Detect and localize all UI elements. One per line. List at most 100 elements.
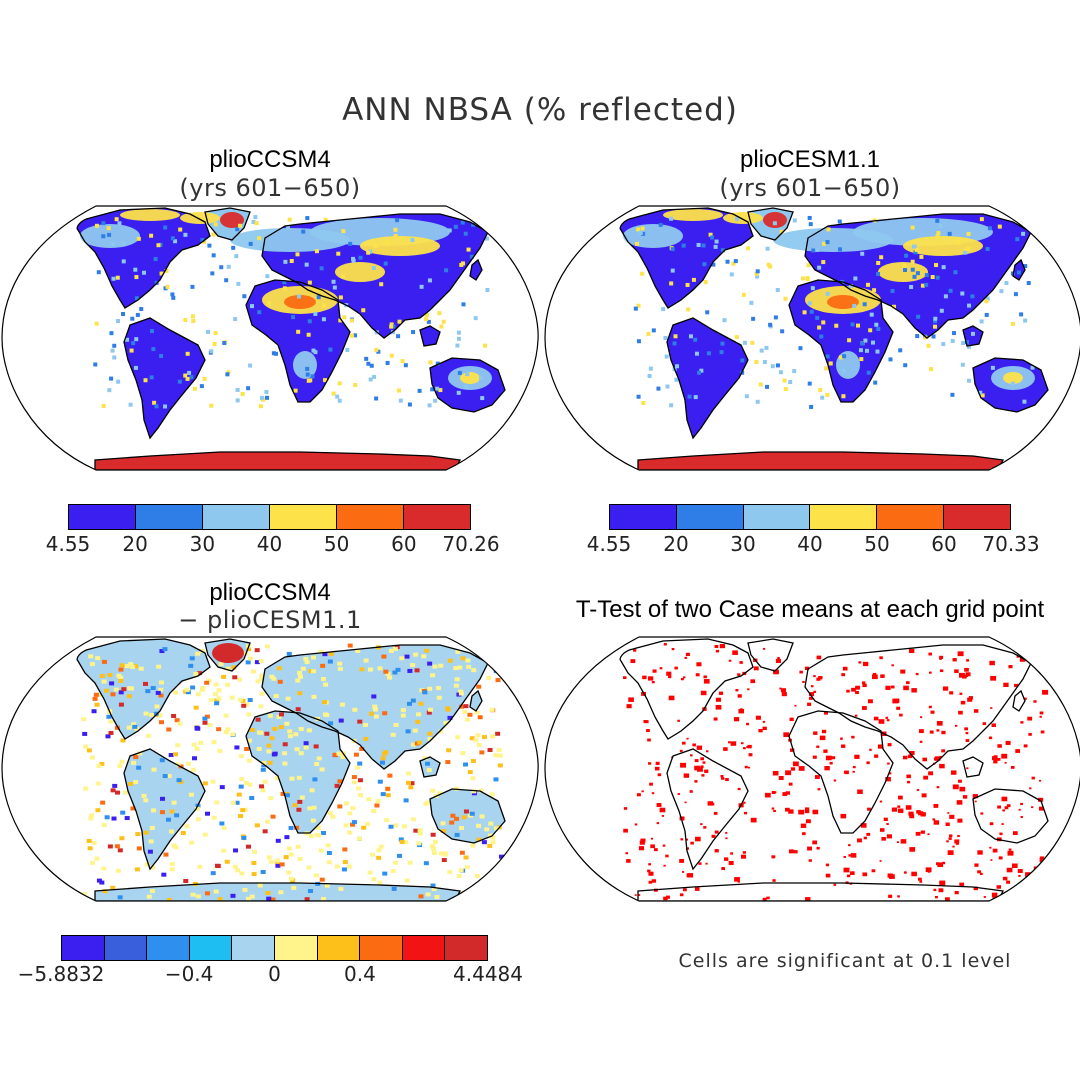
grid-cell <box>930 275 935 280</box>
grid-cell <box>94 856 100 861</box>
grid-cell <box>805 276 810 281</box>
coastline <box>962 756 984 778</box>
grid-cell <box>289 258 294 263</box>
significant-cell <box>885 685 891 690</box>
grid-cell <box>185 376 190 381</box>
significant-cell <box>649 782 653 786</box>
grid-cell <box>154 404 159 409</box>
grid-cell <box>270 814 276 819</box>
grid-cell <box>1022 399 1027 404</box>
grid-cell <box>412 728 418 733</box>
grid-cell <box>253 215 258 220</box>
grid-cell <box>108 719 114 724</box>
grid-cell <box>128 781 134 786</box>
grid-cell <box>477 715 483 720</box>
grid-cell <box>262 829 268 834</box>
grid-cell <box>788 380 793 385</box>
significant-cell <box>625 852 628 855</box>
grid-cell <box>237 223 242 228</box>
significant-cell <box>662 844 666 847</box>
grid-cell <box>396 334 401 339</box>
significant-cell <box>952 845 955 848</box>
significant-cell <box>656 803 662 807</box>
grid-cell <box>121 259 126 264</box>
panel-b-map <box>544 205 1080 471</box>
grid-cell <box>326 850 332 855</box>
colorbar-swatch <box>402 936 446 960</box>
grid-cell <box>479 376 484 381</box>
grid-cell <box>890 288 895 293</box>
significant-cell <box>819 735 826 741</box>
coastline <box>804 213 1032 339</box>
grid-cell <box>248 241 253 246</box>
grid-cell <box>417 831 423 836</box>
significant-cell <box>900 839 907 844</box>
significant-cell <box>1040 730 1045 734</box>
grid-cell <box>309 788 315 793</box>
significant-cell <box>841 744 846 748</box>
significant-cell <box>764 792 771 798</box>
grid-cell <box>258 704 264 709</box>
grid-cell <box>783 387 788 392</box>
grid-cell <box>341 229 346 234</box>
significant-cell <box>679 749 683 753</box>
grid-cell <box>331 391 336 396</box>
grid-cell <box>250 304 255 309</box>
significant-cell <box>919 716 923 719</box>
grid-cell <box>183 373 188 378</box>
significant-cell <box>821 729 827 734</box>
grid-cell <box>346 864 352 869</box>
grid-cell <box>400 359 405 364</box>
grid-cell <box>875 349 880 354</box>
grid-cell <box>105 734 111 739</box>
grid-cell <box>235 227 240 232</box>
grid-cell <box>864 348 869 353</box>
grid-cell <box>291 885 297 890</box>
significant-cell <box>919 740 923 743</box>
significant-cell <box>648 880 653 884</box>
landmass-antarctica <box>638 883 1003 901</box>
significant-cell <box>643 720 648 724</box>
significant-cell <box>974 800 977 803</box>
significant-cell <box>843 867 850 873</box>
significant-cell <box>829 761 833 765</box>
grid-cell <box>304 897 310 901</box>
significant-cell <box>992 848 998 853</box>
grid-cell <box>377 666 383 671</box>
grid-cell <box>340 755 346 760</box>
grid-cell <box>318 649 324 654</box>
grid-cell <box>393 227 398 232</box>
colorbar-swatch <box>136 505 203 529</box>
significant-cell <box>804 809 810 814</box>
significant-cell <box>1031 776 1035 780</box>
grid-cell <box>780 329 785 334</box>
significant-cell <box>907 780 911 784</box>
panel-d-map <box>544 636 1080 902</box>
significant-cell <box>960 700 966 705</box>
grid-cell <box>395 218 400 223</box>
grid-cell <box>860 341 865 346</box>
grid-cell <box>134 296 139 301</box>
grid-cell <box>149 889 155 894</box>
significant-cell <box>952 658 957 662</box>
grid-cell <box>101 659 107 664</box>
grid-cell <box>407 860 413 865</box>
significant-cell <box>851 687 856 692</box>
grid-cell <box>321 303 326 308</box>
grid-cell <box>393 860 399 865</box>
significant-cell <box>860 823 867 828</box>
grid-cell <box>441 858 447 863</box>
grid-cell <box>207 723 213 728</box>
grid-cell <box>107 232 112 237</box>
grid-cell <box>141 793 147 798</box>
significant-cell <box>748 766 751 769</box>
grid-cell <box>303 656 309 661</box>
grid-cell <box>447 870 453 875</box>
grid-cell <box>173 690 179 695</box>
significant-cell <box>720 774 724 778</box>
grid-cell <box>199 687 205 692</box>
grid-cell <box>428 360 433 365</box>
grid-cell <box>130 316 135 321</box>
grid-cell <box>383 261 388 266</box>
grid-cell <box>687 394 692 399</box>
